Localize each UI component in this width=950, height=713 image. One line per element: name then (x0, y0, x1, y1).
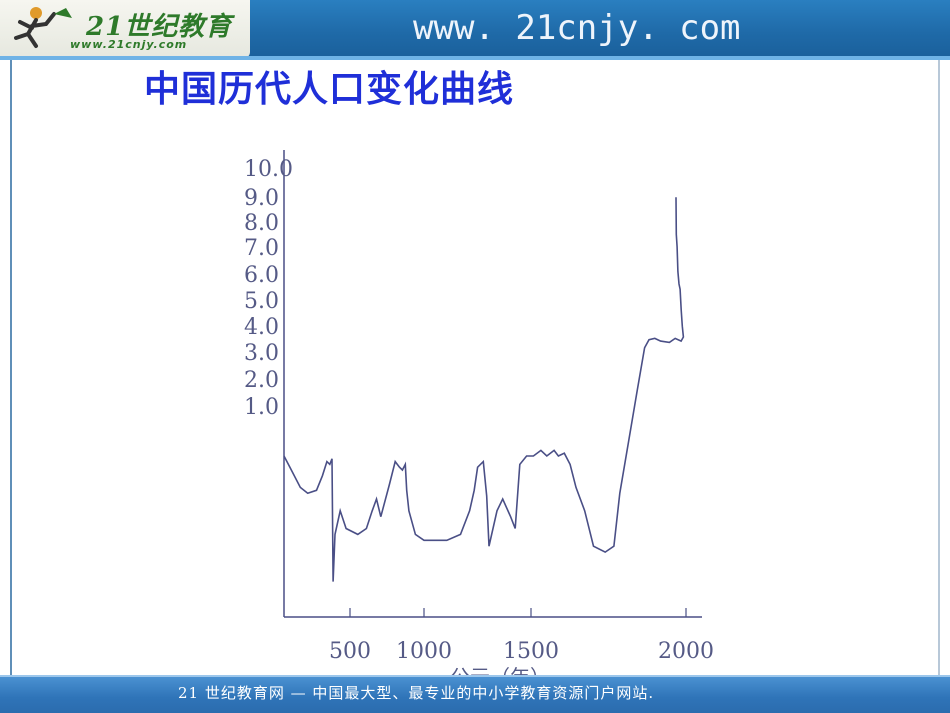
y-tick-label: 8.0 (244, 211, 279, 236)
y-tick-label: 4.0 (244, 315, 279, 340)
logo-subtext: www.21cnjy.com (70, 38, 188, 51)
y-tick-label: 6.0 (244, 263, 279, 288)
y-tick-label: 1.0 (244, 395, 279, 420)
y-tick-labels: 10.0 9.08.07.06.05.04.03.02.01.0 (244, 157, 293, 420)
site-url[interactable]: www. 21cnjy. com (413, 8, 741, 48)
x-tick-label: 1500 (503, 639, 559, 664)
y-tick-label: 9.0 (244, 186, 279, 211)
y-tick-label: 5.0 (244, 289, 279, 314)
population-series-line (283, 197, 685, 582)
page-title: 中国历代人口变化曲线 (144, 69, 515, 110)
site-logo[interactable]: 21世纪教育 www.21cnjy.com (0, 0, 250, 58)
footer-text: 21 世纪教育网 — 中国最大型、最专业的中小学教育资源门户网站. (178, 684, 655, 702)
y-tick-label: 3.0 (244, 341, 279, 366)
y-tick-label: 2.0 (244, 368, 279, 393)
logo-text: 21世纪教育 (86, 12, 233, 42)
x-tick-labels: 500 1000 1500 2000 (329, 608, 714, 664)
x-tick-label: 1000 (396, 639, 452, 664)
runner-logo-icon (14, 7, 72, 48)
chart-axes (283, 150, 702, 618)
footer-bar (0, 675, 950, 713)
x-tick-label: 500 (329, 639, 371, 664)
right-divider (938, 60, 940, 675)
x-tick-label: 2000 (658, 639, 714, 664)
y-tick-label: 7.0 (244, 236, 279, 261)
header-bar: 21世纪教育 www.21cnjy.com www. 21cnjy. com (0, 0, 950, 60)
y-tick-label: 10.0 (244, 157, 293, 182)
left-divider (10, 60, 12, 675)
